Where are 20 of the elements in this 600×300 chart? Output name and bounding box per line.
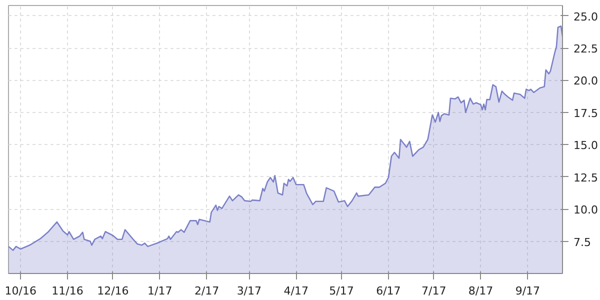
y-tick-label: 10.0 (574, 204, 598, 217)
x-tick-label: 6/17 (376, 284, 401, 298)
y-tick-label: 17.5 (574, 106, 598, 120)
y-tick-label: 12.5 (574, 171, 598, 184)
x-tick-label: 5/17 (329, 284, 354, 298)
x-tick-label: 1/17 (148, 284, 172, 298)
y-tick-label: 22.5 (574, 42, 598, 56)
x-tick-label: 2/17 (194, 284, 220, 298)
x-tick-label: 12/16 (97, 284, 129, 298)
y-tick-label: 15.0 (574, 139, 598, 152)
x-tick-label: 7/17 (421, 284, 446, 298)
y-tick-label: 20.0 (574, 74, 598, 88)
x-tick-label: 11/16 (52, 284, 84, 298)
x-tick-label: 3/17 (236, 284, 262, 298)
x-tick-label: 8/17 (468, 284, 494, 298)
x-tick-label: 4/17 (284, 284, 308, 298)
x-tick-label: 10/16 (4, 284, 36, 298)
y-tick-label: 7.5 (574, 236, 591, 249)
y-tick-label: 25.0 (574, 10, 598, 24)
x-tick-label: 9/17 (515, 284, 540, 298)
